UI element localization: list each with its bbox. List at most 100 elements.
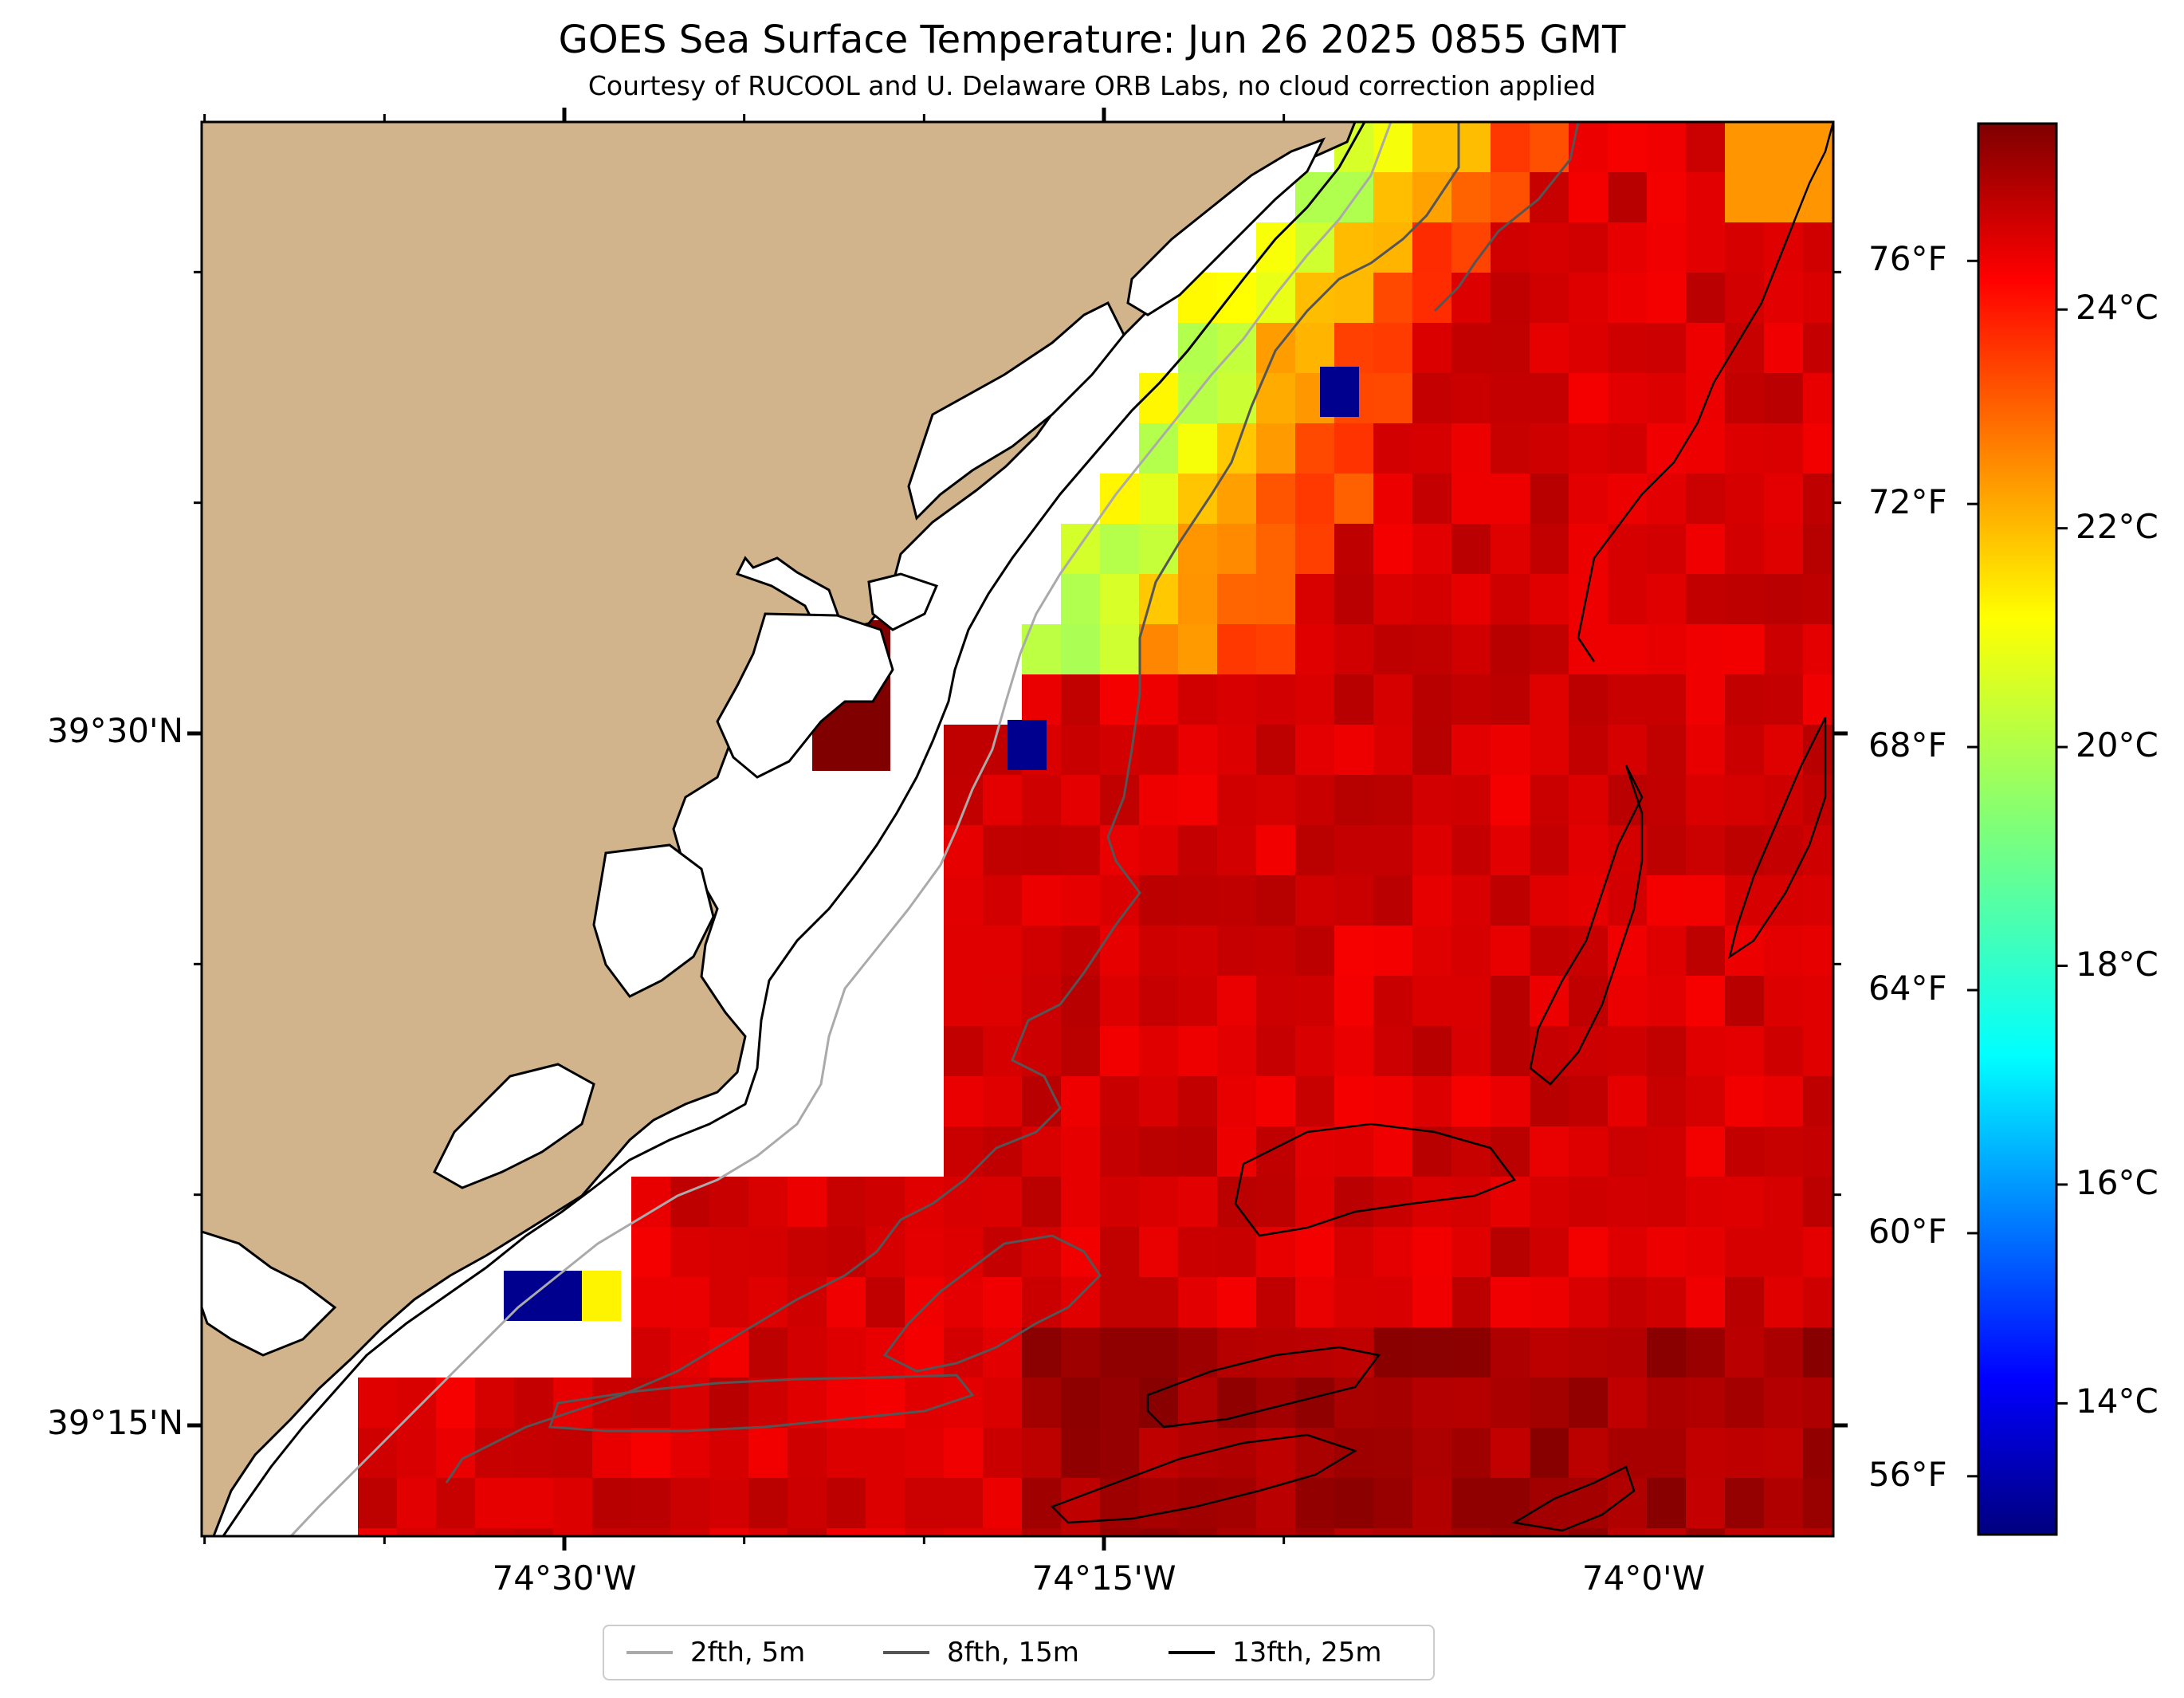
sst-cell — [1412, 1227, 1452, 1278]
sst-cell — [748, 1277, 788, 1328]
sst-cell — [1295, 1378, 1335, 1429]
sst-cell — [1061, 674, 1101, 725]
sst-cell — [1842, 524, 1882, 575]
sst-cell — [1725, 1277, 1765, 1328]
sst-cell — [788, 1578, 827, 1629]
sst-cell — [1608, 976, 1648, 1027]
sst-cell — [1842, 1378, 1882, 1429]
sst-cell-anomaly — [1320, 367, 1359, 417]
sst-cell — [1256, 273, 1296, 324]
sst-cell — [1686, 574, 1726, 625]
sst-cell — [1217, 1026, 1257, 1077]
sst-cell — [709, 1428, 749, 1479]
sst-cell — [1491, 423, 1530, 474]
sst-cell — [1491, 323, 1530, 374]
sst-cell — [1530, 1126, 1569, 1177]
sst-cell — [1451, 323, 1491, 374]
sst-cell — [1295, 524, 1335, 575]
sst-cell — [1764, 775, 1804, 826]
sst-cell — [397, 1578, 437, 1629]
sst-grid — [358, 122, 1882, 1629]
sst-cell — [1764, 323, 1804, 374]
sst-cell — [1491, 1227, 1530, 1278]
sst-cell — [1491, 1277, 1530, 1328]
cb-label-76f: 76°F — [1868, 239, 1947, 279]
colorbar-gradient — [1977, 122, 2058, 1536]
sst-cell — [1803, 976, 1833, 1027]
sst-cell — [1256, 1578, 1296, 1629]
sst-cell — [748, 1327, 788, 1378]
sst-cell — [1530, 474, 1569, 525]
sst-cell — [1569, 1327, 1609, 1378]
sst-cell — [553, 1428, 593, 1479]
isobath-13fth-south — [1146, 1346, 1381, 1429]
sst-cell — [1686, 373, 1726, 424]
sst-cell — [1100, 1528, 1140, 1536]
sst-cell — [1764, 1327, 1804, 1378]
sst-cell — [1803, 1277, 1833, 1328]
sst-cell — [827, 1177, 866, 1228]
sst-cell — [788, 1428, 827, 1479]
sst-cell — [1803, 1076, 1833, 1127]
sst-cell-anomaly — [851, 721, 890, 771]
legend-label-8fth: 8fth, 15m — [947, 1637, 1079, 1669]
sst-cell — [1412, 926, 1452, 977]
isobath-8fth — [445, 122, 1460, 1484]
sst-cell — [1725, 524, 1765, 575]
sst-cell — [1530, 423, 1569, 474]
sst-cell — [1451, 825, 1491, 876]
sst-cell — [1217, 875, 1257, 926]
sst-cell — [1491, 674, 1530, 725]
sst-cell — [1217, 825, 1257, 876]
sst-cell — [1412, 524, 1452, 575]
sst-cell — [1569, 423, 1609, 474]
sst-cell — [1217, 1227, 1257, 1278]
cb-label-20c: 20°C — [2076, 725, 2158, 765]
sst-cell — [1022, 1076, 1062, 1127]
sst-cell — [1530, 122, 1569, 173]
sst-cell — [827, 1578, 866, 1629]
sst-cell — [1295, 926, 1335, 977]
sst-cell — [1647, 423, 1687, 474]
sst-cell — [983, 1428, 1023, 1479]
sst-cell — [1608, 574, 1648, 625]
sst-cell — [1100, 624, 1140, 675]
sst-cell — [1217, 926, 1257, 977]
sst-cell — [592, 1428, 632, 1479]
sst-cell — [788, 1177, 827, 1228]
sst-cell — [1491, 172, 1530, 223]
sst-cell — [1412, 373, 1452, 424]
sst-cell-anomaly — [582, 1271, 621, 1321]
sst-cell — [1764, 1578, 1804, 1629]
sst-cell — [514, 1428, 554, 1479]
sst-cell — [1217, 273, 1257, 324]
sst-cell — [475, 1478, 515, 1529]
sst-cell — [1061, 1378, 1101, 1429]
sst-cell — [1373, 1177, 1413, 1228]
sst-cell — [1803, 1026, 1833, 1077]
sst-cell — [983, 875, 1023, 926]
sst-cell — [748, 1227, 788, 1278]
sst-cell — [1412, 775, 1452, 826]
sst-cell — [1061, 624, 1101, 675]
sst-cell-anomaly — [504, 1271, 543, 1321]
sst-cell — [1178, 1528, 1218, 1536]
sst-cell — [1061, 1327, 1101, 1378]
sst-cell — [1608, 1177, 1648, 1228]
sst-cell — [1373, 1378, 1413, 1429]
sst-cell — [1217, 674, 1257, 725]
sst-cell — [1725, 725, 1765, 776]
sst-cell — [1569, 222, 1609, 273]
sst-cell — [1491, 474, 1530, 525]
sst-cell — [1451, 1076, 1491, 1127]
sst-cell — [788, 1528, 827, 1536]
sst-cell — [1139, 674, 1179, 725]
lon-label-74-15: 74°15'W — [1031, 1558, 1176, 1598]
sst-cell — [1022, 775, 1062, 826]
sst-cell — [1451, 474, 1491, 525]
sst-cell — [1178, 775, 1218, 826]
sst-cell — [1373, 1126, 1413, 1177]
isobath-legend: 2fth, 5m 8fth, 15m 13fth, 25m — [603, 1625, 1435, 1680]
sst-cell — [944, 1227, 984, 1278]
sst-cell — [1295, 1478, 1335, 1529]
